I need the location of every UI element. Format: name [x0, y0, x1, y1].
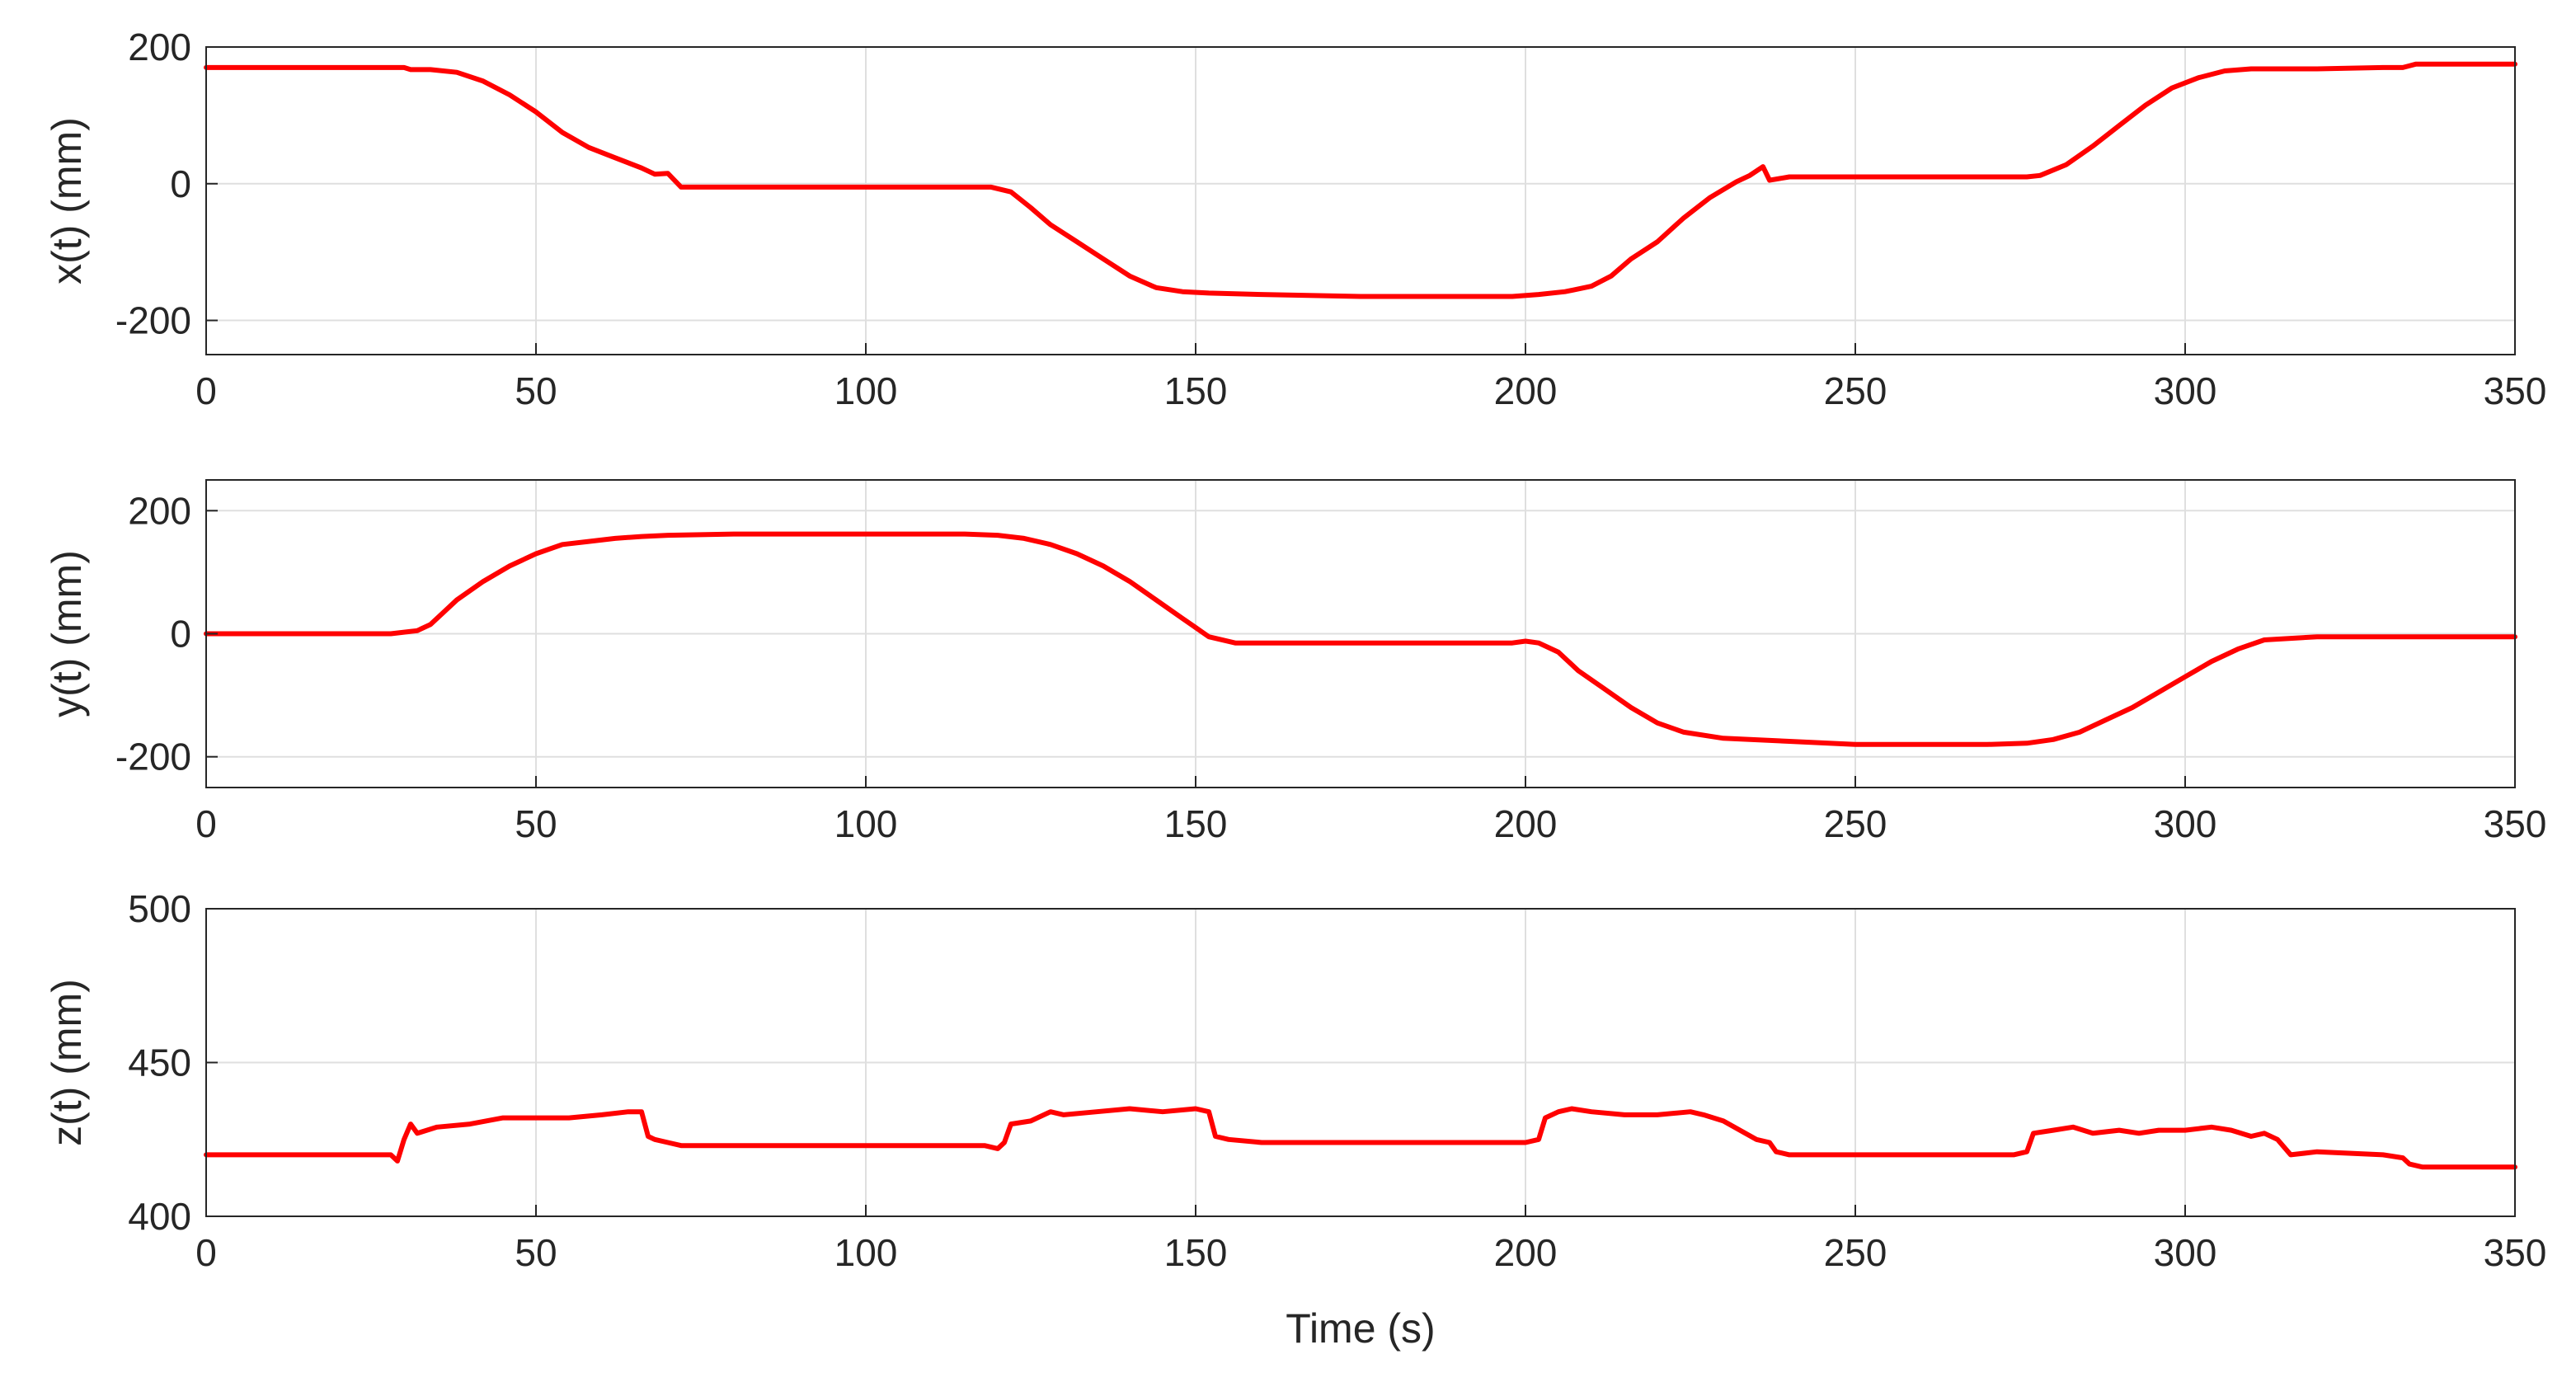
- y-tick-label: 200: [128, 489, 191, 532]
- y-tick-label: 500: [128, 887, 191, 930]
- x-tick-label: 0: [195, 369, 217, 412]
- y-axis-label-x: x(t) (mm): [44, 117, 90, 284]
- x-tick-label: 0: [195, 802, 217, 845]
- x-tick-label: 150: [1164, 802, 1228, 845]
- x-tick-label: 50: [515, 369, 557, 412]
- y-axis-label-y: y(t) (mm): [44, 550, 90, 717]
- x-tick-label: 100: [834, 1231, 898, 1274]
- x-tick-label: 350: [2484, 802, 2547, 845]
- x-tick-label: 200: [1494, 802, 1558, 845]
- x-tick-label: 250: [1824, 802, 1887, 845]
- series-line-z: [204, 1106, 2517, 1170]
- x-tick-label: 250: [1824, 1231, 1887, 1274]
- y-tick-label: 200: [128, 26, 191, 68]
- x-tick-label: 150: [1164, 369, 1228, 412]
- x-tick-label: 200: [1494, 369, 1558, 412]
- y-tick-label: 400: [128, 1195, 191, 1238]
- x-tick-label: 300: [2154, 1231, 2217, 1274]
- y-axis-label-z: z(t) (mm): [44, 979, 90, 1146]
- x-tick-label: 150: [1164, 1231, 1228, 1274]
- x-tick-label: 50: [515, 1231, 557, 1274]
- x-tick-label: 250: [1824, 369, 1887, 412]
- y-tick-label: 450: [128, 1042, 191, 1084]
- x-tick-label: 350: [2484, 1231, 2547, 1274]
- series-line-y: [204, 531, 2517, 747]
- x-tick-label: 300: [2154, 369, 2217, 412]
- y-tick-label: 0: [170, 162, 191, 205]
- x-tick-label: 300: [2154, 802, 2217, 845]
- x-tick-label: 0: [195, 1231, 217, 1274]
- x-tick-label: 350: [2484, 369, 2547, 412]
- x-tick-label: 50: [515, 802, 557, 845]
- y-tick-label: -200: [115, 299, 191, 342]
- x-tick-label: 100: [834, 802, 898, 845]
- series-line-x: [204, 61, 2517, 299]
- axes-box: [205, 46, 2516, 355]
- y-tick-label: -200: [115, 736, 191, 778]
- y-tick-label: 0: [170, 613, 191, 656]
- subplot-z-position: 0 50 100 150 200 250 300 350 400 450 500 z(t) (mm): [44, 887, 2546, 1274]
- x-tick-label: 200: [1494, 1231, 1558, 1274]
- x-axis-label: Time (s): [1286, 1305, 1435, 1352]
- x-tick-label: 100: [834, 369, 898, 412]
